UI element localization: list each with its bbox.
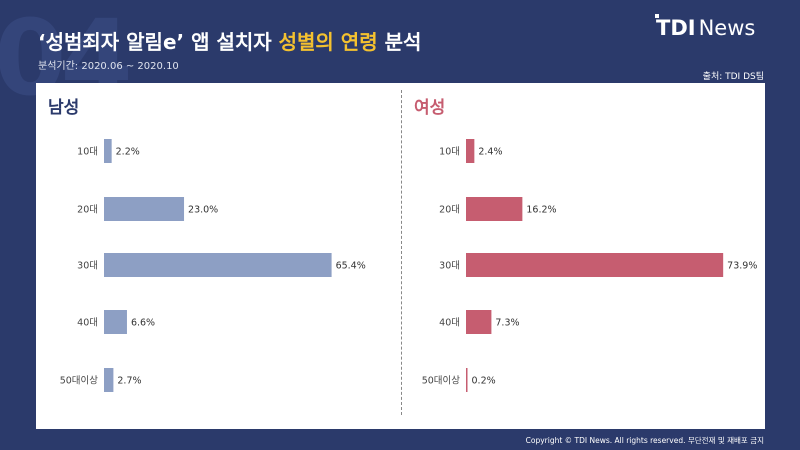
female-bar (466, 139, 475, 163)
female-value-label: 0.2% (472, 376, 496, 387)
male-value-label: 23.0% (188, 205, 218, 216)
male-category-label: 50대이상 (60, 376, 99, 387)
female-category-label: 20대 (439, 205, 460, 216)
copyright: Copyright © TDI News. All rights reserve… (525, 436, 764, 445)
male-bar (104, 368, 114, 392)
male-bar (104, 310, 127, 334)
female-bar (466, 368, 468, 392)
title-end: 분석 (384, 30, 422, 54)
female-category-label: 10대 (439, 147, 460, 158)
tdi-news-logo: TDI News (655, 14, 756, 40)
female-chart-title: 여성 (414, 98, 445, 118)
male-value-label: 65.4% (336, 261, 366, 272)
title-main: ‘성범죄자 알림e’ 앱 설치자 (38, 30, 272, 54)
male-bar (104, 139, 112, 163)
logo-dot-icon (655, 14, 659, 18)
logo-light: News (698, 16, 756, 40)
male-category-label: 40대 (77, 318, 98, 329)
male-bar (104, 197, 185, 221)
female-value-label: 73.9% (727, 261, 757, 272)
male-category-label: 30대 (77, 261, 98, 272)
male-bar (104, 253, 332, 277)
source-label: 출처: TDI DS팀 (702, 72, 764, 82)
female-bar (466, 310, 492, 334)
male-value-label: 2.2% (116, 147, 140, 158)
female-category-label: 40대 (439, 318, 460, 329)
female-bar (466, 197, 523, 221)
logo-bold: TDI (656, 16, 696, 40)
female-value-label: 7.3% (495, 318, 519, 329)
male-category-label: 10대 (77, 147, 98, 158)
title-highlight: 성별의 연령 (278, 30, 378, 54)
male-chart-title: 남성 (48, 98, 79, 118)
female-value-label: 2.4% (478, 147, 502, 158)
female-value-label: 16.2% (526, 205, 556, 216)
page-title: ‘성범죄자 알림e’ 앱 설치자 성별의 연령 분석 (38, 26, 421, 55)
analysis-period: 분석기간: 2020.06 ~ 2020.10 (38, 61, 179, 72)
panel-divider (401, 90, 402, 415)
male-value-label: 6.6% (131, 318, 155, 329)
female-bar (466, 253, 724, 277)
female-category-label: 30대 (439, 261, 460, 272)
male-value-label: 2.7% (117, 376, 141, 387)
female-category-label: 50대이상 (422, 376, 461, 387)
male-category-label: 20대 (77, 205, 98, 216)
